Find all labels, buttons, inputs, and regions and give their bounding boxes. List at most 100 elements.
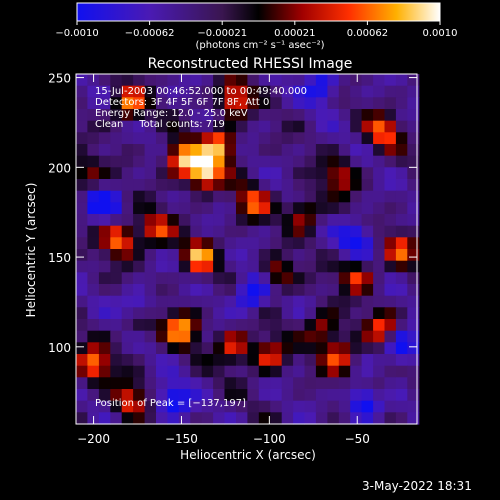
heatmap-cell bbox=[373, 74, 386, 87]
heatmap-cell bbox=[407, 400, 420, 413]
heatmap-cell bbox=[133, 167, 146, 180]
heatmap-cell bbox=[315, 167, 328, 180]
heatmap-cell bbox=[304, 202, 317, 215]
heatmap-cell bbox=[156, 190, 168, 203]
heatmap-cell bbox=[190, 144, 203, 157]
heatmap-cell bbox=[281, 85, 294, 98]
heatmap-cell bbox=[247, 400, 260, 413]
heatmap-cell bbox=[98, 120, 111, 133]
heatmap-cell bbox=[178, 330, 191, 343]
heatmap-cell bbox=[361, 342, 374, 355]
heatmap-cell bbox=[350, 155, 363, 168]
heatmap-cell bbox=[110, 97, 123, 110]
heatmap-cell bbox=[178, 225, 191, 238]
heatmap-cell bbox=[384, 214, 397, 227]
heatmap-cell bbox=[395, 85, 408, 98]
heatmap-cell bbox=[327, 132, 340, 145]
heatmap-cell bbox=[236, 342, 248, 355]
heatmap-cell bbox=[304, 319, 317, 332]
heatmap-cell bbox=[236, 237, 248, 250]
heatmap-cell bbox=[121, 249, 134, 262]
heatmap-cell bbox=[98, 354, 111, 367]
heatmap-cell bbox=[213, 225, 226, 238]
heatmap-cell bbox=[247, 144, 260, 157]
heatmap-cell bbox=[213, 319, 226, 332]
heatmap-cell bbox=[133, 412, 146, 425]
heatmap-cell bbox=[156, 377, 168, 390]
heatmap-cell bbox=[350, 179, 363, 192]
heatmap-cell bbox=[98, 179, 111, 192]
heatmap-cell bbox=[87, 342, 100, 355]
heatmap-cell bbox=[76, 307, 88, 320]
heatmap-cell bbox=[407, 167, 420, 180]
heatmap-cell bbox=[304, 412, 317, 425]
heatmap-cell bbox=[178, 190, 191, 203]
heatmap-cell bbox=[304, 377, 317, 390]
heatmap-cell bbox=[258, 249, 271, 262]
heatmap-cell bbox=[361, 144, 374, 157]
heatmap-cell bbox=[270, 377, 283, 390]
heatmap-cell bbox=[98, 109, 111, 122]
heatmap-cell bbox=[361, 272, 374, 285]
heatmap-cell bbox=[327, 85, 340, 98]
heatmap-cell bbox=[270, 354, 283, 367]
heatmap-cell bbox=[224, 330, 237, 343]
heatmap-cell bbox=[133, 144, 146, 157]
heatmap-cell bbox=[281, 354, 294, 367]
heatmap-cell bbox=[270, 249, 283, 262]
heatmap-cell bbox=[384, 167, 397, 180]
heatmap-cell bbox=[201, 144, 214, 157]
heatmap-cell bbox=[144, 144, 157, 157]
heatmap-cell bbox=[258, 74, 271, 87]
heatmap-cell bbox=[110, 319, 123, 332]
heatmap-cell bbox=[281, 260, 294, 273]
heatmap-cell bbox=[304, 249, 317, 262]
heatmap-cell bbox=[270, 400, 283, 413]
heatmap-cell bbox=[133, 237, 146, 250]
colorbar-tick-label: −0.0010 bbox=[55, 28, 98, 39]
heatmap-cell bbox=[156, 319, 168, 332]
heatmap-cell bbox=[110, 237, 123, 250]
heatmap-cell bbox=[270, 319, 283, 332]
heatmap-cell bbox=[110, 74, 123, 87]
heatmap-cell bbox=[190, 319, 203, 332]
heatmap-cell bbox=[270, 225, 283, 238]
heatmap-cell bbox=[293, 342, 306, 355]
heatmap-cell bbox=[270, 190, 283, 203]
heatmap-cell bbox=[407, 284, 420, 297]
heatmap-cell bbox=[76, 214, 88, 227]
heatmap-cell bbox=[338, 249, 351, 262]
heatmap-cell bbox=[338, 260, 351, 273]
heatmap-cell bbox=[98, 225, 111, 238]
heatmap-cell bbox=[281, 237, 294, 250]
heatmap-cell bbox=[338, 295, 351, 308]
heatmap-cell bbox=[236, 272, 248, 285]
heatmap-cell bbox=[258, 237, 271, 250]
heatmap-cell bbox=[350, 85, 363, 98]
heatmap-cell bbox=[98, 412, 111, 425]
heatmap-cell bbox=[224, 74, 237, 87]
heatmap-cell bbox=[201, 260, 214, 273]
heatmap-cell bbox=[87, 190, 100, 203]
heatmap-cell bbox=[87, 144, 100, 157]
heatmap-cell bbox=[384, 155, 397, 168]
heatmap-cell bbox=[110, 132, 123, 145]
heatmap-cell bbox=[407, 249, 420, 262]
heatmap-cell bbox=[258, 85, 271, 98]
heatmap-cell bbox=[213, 342, 226, 355]
heatmap-cell bbox=[304, 260, 317, 273]
heatmap-cell bbox=[407, 109, 420, 122]
heatmap-cell bbox=[144, 202, 157, 215]
heatmap-cell bbox=[87, 354, 100, 367]
heatmap-cell bbox=[315, 179, 328, 192]
heatmap-cell bbox=[281, 144, 294, 157]
heatmap-cell bbox=[156, 179, 168, 192]
axis-ticks: −200 −150 −100 −50 100 150 200 250 bbox=[48, 72, 417, 446]
heatmap-cell bbox=[236, 400, 248, 413]
heatmap-cell bbox=[190, 97, 203, 110]
heatmap-cell bbox=[156, 342, 168, 355]
heatmap-cell bbox=[395, 109, 408, 122]
heatmap-cell bbox=[224, 167, 237, 180]
heatmap-cell bbox=[213, 190, 226, 203]
heatmap-cell bbox=[304, 272, 317, 285]
